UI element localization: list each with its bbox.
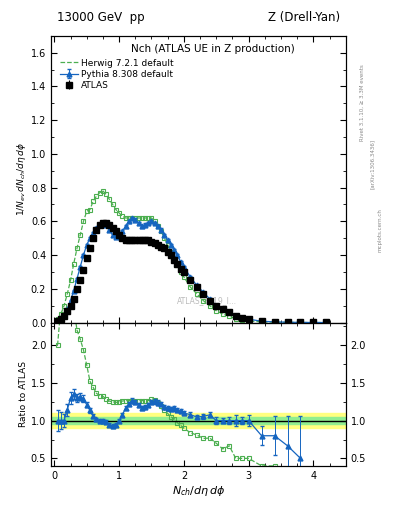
Legend: Herwig 7.2.1 default, Pythia 8.308 default, ATLAS: Herwig 7.2.1 default, Pythia 8.308 defau… (57, 56, 177, 93)
Herwig 7.2.1 default (324, 319, 329, 326)
Text: [arXiv:1306.3436]: [arXiv:1306.3436] (369, 139, 375, 189)
Bar (51, 413, 346, 428)
Text: Z (Drell-Yan): Z (Drell-Yan) (268, 11, 340, 25)
Herwig 7.2.1 default (55, 316, 60, 322)
Text: ATLAS_2019_I...: ATLAS_2019_I... (177, 296, 237, 305)
Herwig 7.2.1 default (159, 228, 163, 234)
Text: Rivet 3.1.10, ≥ 3.3M events: Rivet 3.1.10, ≥ 3.3M events (360, 64, 365, 141)
Herwig 7.2.1 default (123, 215, 128, 221)
Text: mcplots.cern.ch: mcplots.cern.ch (377, 208, 382, 252)
Herwig 7.2.1 default (169, 249, 173, 255)
Herwig 7.2.1 default (175, 262, 180, 268)
Herwig 7.2.1 default (101, 188, 105, 194)
Herwig 7.2.1 default (208, 303, 212, 309)
Text: 13000 GeV  pp: 13000 GeV pp (57, 11, 145, 25)
Y-axis label: Ratio to ATLAS: Ratio to ATLAS (19, 361, 28, 427)
Bar (51, 417, 346, 424)
Y-axis label: $1/N_{ev}\, dN_{ch}/d\eta\, d\phi$: $1/N_{ev}\, dN_{ch}/d\eta\, d\phi$ (15, 142, 28, 216)
X-axis label: $N_{ch}/d\eta\, d\phi$: $N_{ch}/d\eta\, d\phi$ (172, 483, 225, 498)
Herwig 7.2.1 default (59, 311, 63, 317)
Line: Herwig 7.2.1 default: Herwig 7.2.1 default (57, 191, 327, 323)
Text: Nch (ATLAS UE in Z production): Nch (ATLAS UE in Z production) (131, 45, 295, 54)
